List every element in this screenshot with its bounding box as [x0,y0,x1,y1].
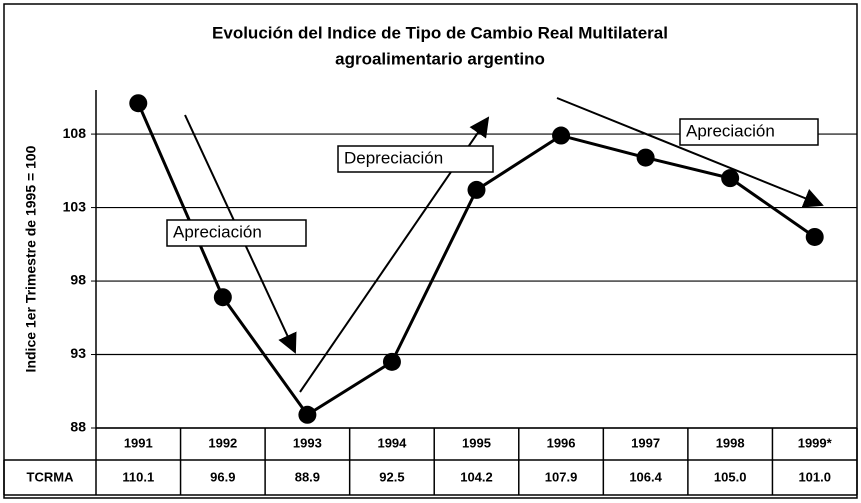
x-tick-label: 1999* [798,435,833,450]
frame [3,3,858,499]
y-tick-label: 103 [63,198,87,214]
value-label: 104.2 [460,469,493,484]
x-tick-label: 1996 [547,435,576,450]
value-label: 107.9 [545,469,578,484]
annotation-box [337,145,494,173]
annotation-box [679,118,819,146]
x-tick-label: 1991 [124,435,153,450]
annotation: Apreciación [686,121,775,140]
x-tick-label: 1997 [631,435,660,450]
marker [552,126,571,145]
chart-title: agroalimentario argentino [335,49,545,68]
marker [298,405,317,424]
value-label: 96.9 [210,469,235,484]
y-tick-label: 88 [70,419,86,435]
marker [382,352,401,371]
marker [636,148,655,167]
x-tick-label: 1992 [208,435,237,450]
value-label: 88.9 [295,469,320,484]
marker [721,169,740,188]
y-tick-label: 108 [63,125,87,141]
marker [805,227,824,246]
value-label: 110.1 [122,469,154,484]
legend-label: TCRMA [27,469,75,484]
value-label: 105.0 [714,469,747,484]
marker [467,180,486,199]
value-label: 106.4 [629,469,662,484]
y-axis-label: Indice 1er Trimestre de 1995 = 100 [23,145,39,372]
y-tick-label: 93 [70,345,86,361]
x-tick-label: 1998 [716,435,745,450]
y-tick-label: 98 [70,272,86,288]
marker [213,288,232,307]
annotation: Apreciación [173,222,262,241]
chart-title: Evolución del Indice de Tipo de Cambio R… [212,23,668,42]
annotation: Depreciación [344,148,443,167]
value-label: 92.5 [379,469,404,484]
value-label: 101.0 [798,469,831,484]
x-tick-label: 1993 [293,435,322,450]
marker [129,94,148,113]
annotation-box [166,219,307,247]
x-tick-label: 1995 [462,435,491,450]
x-tick-label: 1994 [377,435,407,450]
